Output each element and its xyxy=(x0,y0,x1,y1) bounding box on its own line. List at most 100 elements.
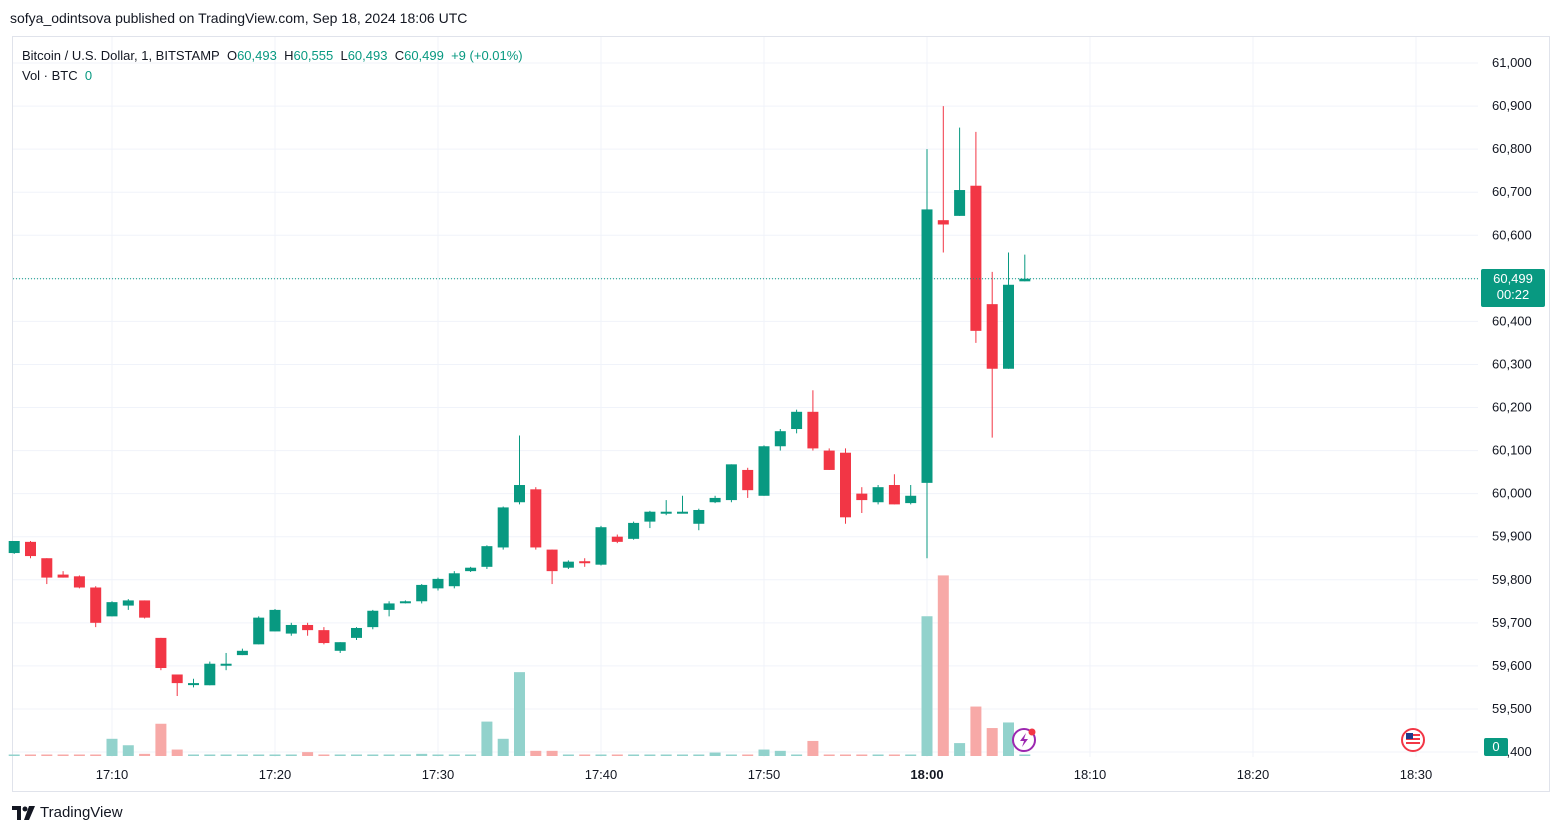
volume-bar xyxy=(758,749,770,756)
low-label: L xyxy=(340,48,348,63)
volume-bar xyxy=(25,754,36,756)
y-tick-label: 59,600 xyxy=(1492,658,1532,673)
candle-body xyxy=(73,576,85,588)
candle-body xyxy=(334,642,346,651)
volume-bar xyxy=(497,738,509,756)
volume-bar xyxy=(481,721,493,756)
volume-bar xyxy=(285,754,297,756)
time-axis[interactable]: 17:10 17:20 17:30 17:40 17:50 18:00 18:10 18:20… xyxy=(96,767,1433,782)
candle-body xyxy=(921,209,933,483)
chart-frame[interactable] xyxy=(12,36,1550,792)
volume-bar xyxy=(122,745,134,756)
open-value: 60,493 xyxy=(237,48,277,63)
candle-body xyxy=(660,511,672,514)
volume-bar xyxy=(709,752,721,756)
candle-body xyxy=(514,485,525,503)
candle-body xyxy=(399,601,411,604)
footer-brand: TradingView xyxy=(40,804,123,821)
volume-bar xyxy=(725,754,737,756)
volume-bar xyxy=(1003,722,1014,756)
volume-bar xyxy=(351,754,362,756)
volume-bar xyxy=(856,754,868,756)
bar-countdown: 00:22 xyxy=(1496,287,1530,302)
volume-bar xyxy=(399,754,411,756)
candle-body xyxy=(758,446,770,496)
candle-body xyxy=(807,411,819,449)
candle-body xyxy=(465,567,477,572)
candle-body xyxy=(432,578,444,589)
candle-body xyxy=(595,527,607,565)
volume-bar xyxy=(888,754,900,756)
volume-bar xyxy=(236,754,248,756)
volume-bar xyxy=(334,754,346,756)
volume-bar xyxy=(742,754,754,756)
x-tick-label: 18:20 xyxy=(1237,767,1270,782)
candle-body xyxy=(269,609,281,632)
candle-body xyxy=(970,185,982,331)
candle-body xyxy=(497,507,509,548)
publish-info: sofya_odintsova published on TradingView… xyxy=(10,10,468,26)
candle-body xyxy=(725,464,737,501)
us-flag-icon[interactable] xyxy=(1401,728,1425,752)
volume-bar xyxy=(937,575,949,756)
volume-bars xyxy=(8,575,1031,756)
symbol-title[interactable]: Bitcoin / U.S. Dollar, 1, BITSTAMP xyxy=(22,48,220,63)
x-tick-label: 17:40 xyxy=(585,767,618,782)
open-label: O xyxy=(226,48,238,63)
y-tick-label: 60,700 xyxy=(1492,184,1532,199)
high-label: H xyxy=(284,48,294,63)
candle-body xyxy=(1003,284,1014,369)
candle-body xyxy=(954,190,966,216)
candle-body xyxy=(888,485,900,505)
candle-body xyxy=(236,650,248,656)
x-tick-label: 18:10 xyxy=(1074,767,1107,782)
candle-body xyxy=(823,450,835,470)
candle-body xyxy=(351,627,362,638)
candle-body xyxy=(253,617,265,645)
volume-bar xyxy=(1019,754,1031,756)
candle-body xyxy=(872,487,884,503)
candle-body xyxy=(644,511,656,522)
candle-body xyxy=(840,452,851,518)
volume-bar xyxy=(155,723,167,756)
volume-bar xyxy=(693,754,705,756)
candle-body xyxy=(774,431,786,447)
candle-body xyxy=(220,663,232,666)
last-price-label: 60,499 00:22 xyxy=(1481,269,1545,307)
volume-bar xyxy=(628,754,640,756)
y-tick-label: 60,900 xyxy=(1492,98,1532,113)
volume-bar xyxy=(269,754,281,756)
volume-bar xyxy=(139,753,151,756)
volume-label[interactable]: Vol · BTC xyxy=(22,68,78,83)
candle-body xyxy=(791,411,803,430)
footer: TradingView xyxy=(12,804,123,821)
volume-bar xyxy=(106,738,118,756)
candle-body xyxy=(693,509,705,524)
candle-body xyxy=(1019,278,1031,282)
candle-body xyxy=(285,624,297,634)
y-tick-label: 60,300 xyxy=(1492,356,1532,371)
volume-bar xyxy=(677,754,688,756)
volume-row: Vol · BTC 0 xyxy=(22,66,523,86)
volume-bar xyxy=(579,754,591,756)
candle-body xyxy=(530,489,542,548)
volume-bar xyxy=(253,754,265,756)
y-tick-label: 59,700 xyxy=(1492,615,1532,630)
volume-bar xyxy=(807,740,819,756)
lightning-event-icon[interactable] xyxy=(1012,728,1036,752)
price-axis[interactable]: 61,00060,90060,80060,70060,60060,50060,4… xyxy=(1492,55,1532,759)
volume-bar xyxy=(41,754,53,756)
candle-body xyxy=(579,561,591,564)
volume-bar xyxy=(644,754,656,756)
candle-body xyxy=(709,497,721,503)
y-tick-label: 60,200 xyxy=(1492,400,1532,415)
volume-bar xyxy=(383,754,395,756)
candle-body xyxy=(106,602,118,617)
chart-legend: Bitcoin / U.S. Dollar, 1, BITSTAMP O60,4… xyxy=(22,46,523,86)
y-tick-label: 61,000 xyxy=(1492,55,1532,70)
candle-body xyxy=(562,561,574,568)
volume-bar xyxy=(514,672,525,756)
candles xyxy=(8,106,1031,697)
volume-bar xyxy=(823,754,835,756)
